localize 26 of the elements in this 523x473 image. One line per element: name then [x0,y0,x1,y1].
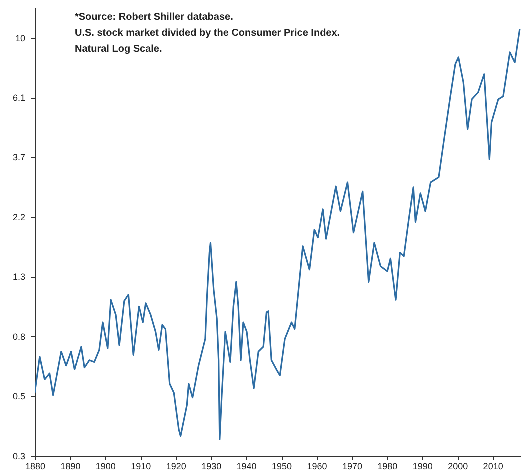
annotation: *Source: Robert Shiller database. [75,12,234,23]
y-tick-label: 1.3 [12,272,26,282]
x-tick-label: 1950 [272,462,292,472]
x-tick-label: 1880 [25,462,46,472]
x-tick-label: 1990 [412,462,433,472]
x-tick-label: 1940 [236,462,257,472]
x-tick-label: 2000 [448,462,468,472]
y-tick-label: 0.5 [12,392,26,402]
annotation: Natural Log Scale. [75,44,162,55]
y-tick-label: 0.3 [12,452,26,462]
x-tick-label: 1930 [202,462,222,472]
annotation: U.S. stock market divided by the Consumer Price Index. [75,28,340,39]
x-tick-label: 1910 [131,462,152,472]
x-tick-label: 1960 [307,462,328,472]
y-tick-label: 0.8 [12,332,26,342]
x-tick-label: 1980 [378,462,398,472]
y-tick-label: 10 [15,33,26,44]
x-tick-label: 1920 [166,462,186,472]
x-tick-label: 2010 [483,462,504,472]
y-tick-label: 6.1 [12,93,26,104]
line-series [35,28,521,440]
x-tick-label: 1890 [60,462,81,472]
x-tick-label: 1900 [96,462,116,472]
y-tick-label: 3.7 [12,152,26,163]
y-tick-label: 2.2 [12,212,26,222]
x-tick-label: 1970 [342,462,362,472]
